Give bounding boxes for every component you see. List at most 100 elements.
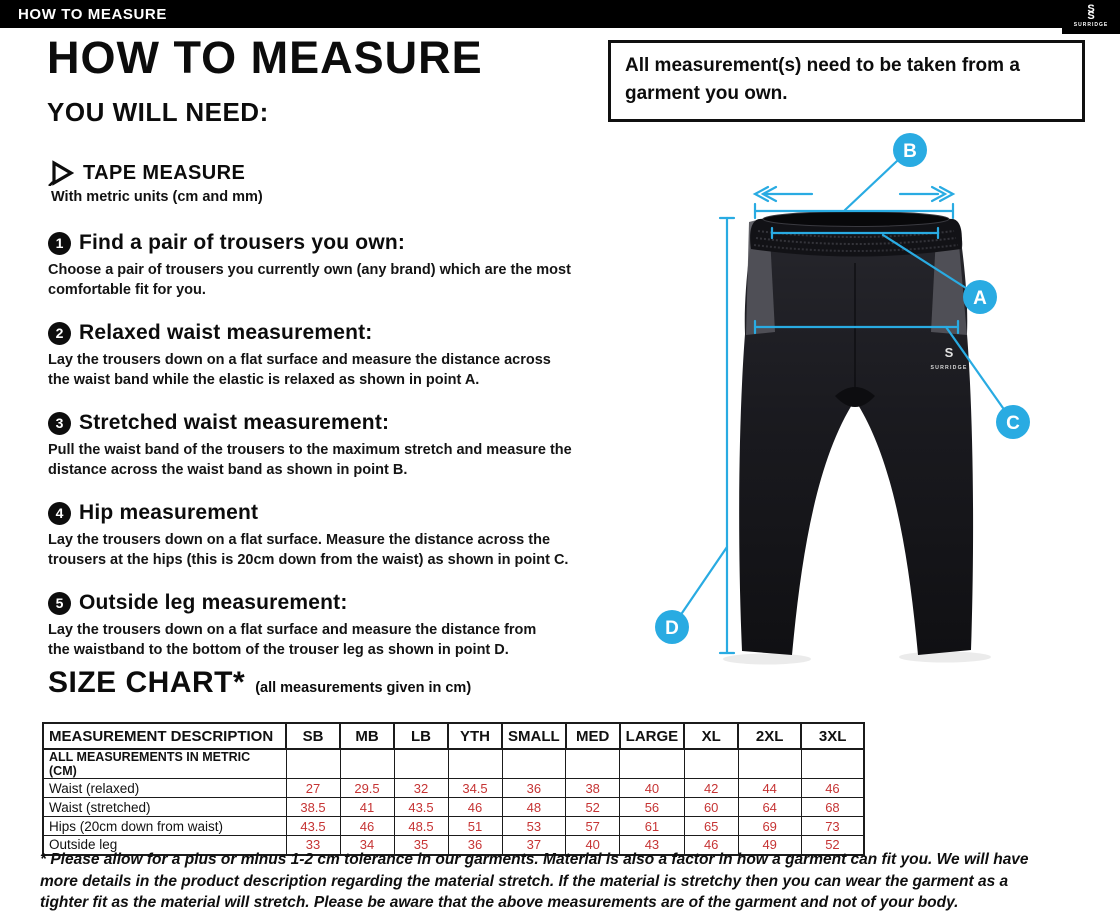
row-label: Waist (relaxed) <box>42 778 287 798</box>
value-cell: 46 <box>800 778 865 798</box>
surridge-brand-text: SURRIDGE <box>1073 22 1109 28</box>
measurement-annotations: B A C D <box>655 133 1030 655</box>
value-cell: 44 <box>737 778 802 798</box>
table-row: Outside leg 33 34 35 36 37 40 43 46 49 52 <box>42 835 865 855</box>
empty-cell <box>619 748 685 779</box>
size-chart-heading: SIZE CHART* (all measurements given in c… <box>48 666 471 700</box>
empty-cell <box>285 748 341 779</box>
step-head: 2 Relaxed waist measurement: <box>48 321 648 345</box>
value-cell: 68 <box>800 797 865 817</box>
empty-cell <box>683 748 739 779</box>
notice-box: All measurement(s) need to be taken from… <box>608 40 1085 122</box>
tape-measure-row: TAPE MEASURE <box>48 160 245 186</box>
column-header: LB <box>393 722 449 750</box>
value-cell: 38 <box>565 778 621 798</box>
column-header: XL <box>683 722 740 750</box>
crotch-shading <box>835 387 875 407</box>
shadow <box>723 653 811 665</box>
unit-row-label: ALL MEASUREMENTS IN METRIC (CM) <box>42 748 287 779</box>
empty-cell <box>800 748 865 779</box>
value-cell: 53 <box>501 816 567 836</box>
column-header: MED <box>564 722 621 750</box>
point-a-label: A <box>973 288 987 309</box>
step-body: Lay the trousers down on a flat surface.… <box>48 532 569 568</box>
step-head: 5 Outside leg measurement: <box>48 591 648 615</box>
column-header: 3XL <box>800 722 866 750</box>
value-cell: 60 <box>683 797 739 817</box>
value-cell: 46 <box>339 816 395 836</box>
surridge-s-icon: S <box>1087 9 1095 22</box>
value-cell: 41 <box>339 797 395 817</box>
outside-leg-line <box>680 216 736 655</box>
value-cell: 65 <box>683 816 739 836</box>
surridge-s-icon: S <box>1087 3 1095 15</box>
step-body: Lay the trousers down on a flat surface … <box>48 622 537 658</box>
surridge-brand-text: SURRIDGE <box>931 365 968 371</box>
step-4: 4 Hip measurement Lay the trousers down … <box>48 501 648 570</box>
column-header: YTH <box>447 722 503 750</box>
empty-cell <box>565 748 621 779</box>
size-chart-header: MEASUREMENT DESCRIPTION SB MB LB YTH SMALL MED… <box>42 722 866 750</box>
value-cell: 48.5 <box>393 816 449 836</box>
value-cell: 69 <box>737 816 802 836</box>
value-cell: 43.5 <box>393 797 449 817</box>
size-chart-body: ALL MEASUREMENTS IN METRIC (CM) Waist (re… <box>42 748 865 855</box>
tape-measure-detail: With metric units (cm and mm) <box>51 189 263 205</box>
row-label: Outside leg <box>42 835 287 855</box>
tape-measure-icon <box>48 160 74 186</box>
value-cell: 49 <box>737 835 802 855</box>
row-label: Hips (20cm down from waist) <box>42 816 287 836</box>
notice-text: All measurement(s) need to be taken from… <box>625 55 1020 104</box>
hip-line <box>753 319 1005 410</box>
value-cell: 73 <box>800 816 865 836</box>
row-label: Waist (stretched) <box>42 797 287 817</box>
step-title: Outside leg measurement: <box>79 591 348 614</box>
point-d-label: D <box>665 618 679 639</box>
step-number-badge: 5 <box>48 591 71 615</box>
elastic-rib <box>753 244 959 252</box>
column-header: 2XL <box>737 722 803 750</box>
size-chart-title: SIZE CHART* <box>48 666 246 699</box>
step-title: Relaxed waist measurement: <box>79 321 373 344</box>
pants-illustration: S SURRIDGE <box>739 211 974 655</box>
value-cell: 36 <box>447 835 503 855</box>
step-number-badge: 2 <box>48 321 71 345</box>
waist-opening <box>762 211 950 227</box>
table-row: Waist (relaxed) 27 29.5 32 34.5 36 38 40 42 44 46 <box>42 778 865 798</box>
step-body: Choose a pair of trousers you currently … <box>48 262 571 298</box>
stretched-waist-line <box>753 159 955 220</box>
point-b-badge: B <box>893 133 927 167</box>
empty-cell <box>447 748 503 779</box>
value-cell: 64 <box>737 797 802 817</box>
stretch-arrows-icon <box>752 185 956 203</box>
step-3: 3 Stretched waist measurement: Pull the … <box>48 411 648 480</box>
point-b-label: B <box>903 141 917 162</box>
relaxed-waist-line <box>770 226 968 290</box>
table-row: Hips (20cm down from waist) 43.5 46 48.5 51 5… <box>42 816 865 836</box>
empty-cell <box>339 748 395 779</box>
value-cell: 34.5 <box>447 778 503 798</box>
value-cell: 33 <box>285 835 341 855</box>
column-header: MEASUREMENT DESCRIPTION <box>42 722 287 750</box>
value-cell: 48 <box>501 797 567 817</box>
tape-measure-label: TAPE MEASURE <box>83 161 246 184</box>
value-cell: 40 <box>565 835 621 855</box>
surridge-s-icon: S <box>945 345 954 360</box>
value-cell: 46 <box>447 797 503 817</box>
shadow <box>899 651 991 663</box>
column-header: MB <box>339 722 395 750</box>
empty-cell <box>501 748 567 779</box>
value-cell: 52 <box>565 797 621 817</box>
column-header: SMALL <box>501 722 567 750</box>
value-cell: 52 <box>800 835 865 855</box>
point-a-badge: A <box>963 280 997 314</box>
value-cell: 42 <box>683 778 739 798</box>
step-head: 1 Find a pair of trousers you own: <box>48 231 648 255</box>
point-c-badge: C <box>996 405 1030 439</box>
surridge-logo: S S SURRIDGE <box>1062 0 1120 34</box>
value-cell: 56 <box>619 797 685 817</box>
value-cell: 40 <box>619 778 685 798</box>
step-1: 1 Find a pair of trousers you own: Choos… <box>48 231 648 300</box>
size-chart-subtitle: (all measurements given in cm) <box>255 680 472 696</box>
